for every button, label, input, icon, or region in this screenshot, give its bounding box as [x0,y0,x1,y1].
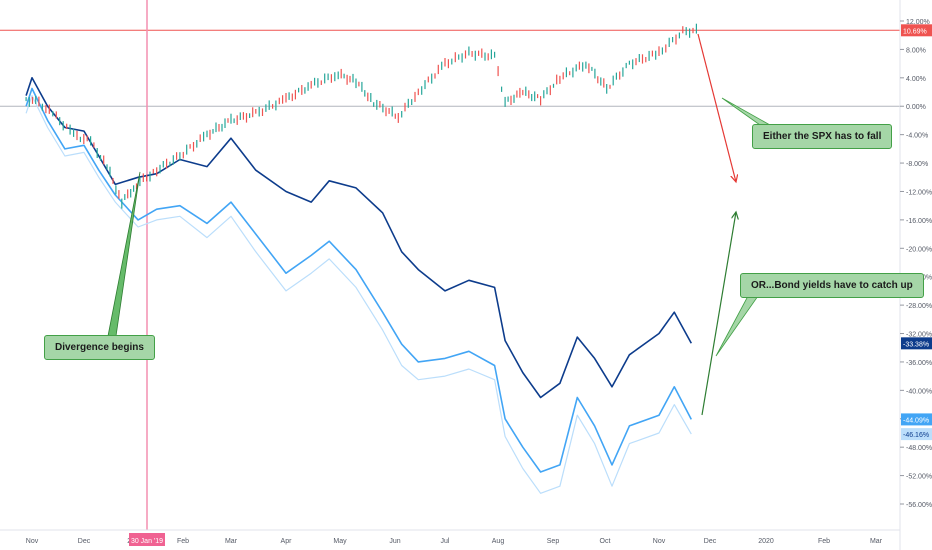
series-group [25,23,698,494]
y-tick-label: -56.00% [906,502,932,509]
x-tick-label: Feb [818,538,830,545]
y-tick-label: 4.00% [906,76,926,83]
y-tick-label: 0.00% [906,104,926,111]
price-label-box [901,428,932,441]
x-tick-label: Dec [78,538,91,545]
x-tick-label: Jul [441,538,450,545]
price-label-box [901,337,932,350]
x-tick-label: May [333,538,347,545]
y-tick-label: -36.00% [906,360,932,367]
price-label: -44.09% [903,417,929,424]
price-label-box [901,24,932,37]
annotation-bond-yields: OR...Bond yields have to catch up [740,273,924,298]
price-label: -46.16% [903,432,929,439]
x-tick-label: Dec [704,538,717,545]
callout-tail-bonds [715,295,759,357]
y-tick-label: -28.00% [906,303,932,310]
last-value-labels: 10.69% -33.38% -44.09% -46.16% [901,24,932,441]
x-axis: NovDec2019FebMarAprMayJunJulAugSepOctNov… [26,533,883,546]
x-tick-label: Oct [600,538,611,545]
crosshair-time-box [129,533,165,546]
x-tick-label: Apr [281,538,293,545]
y-tick-label: -4.00% [906,133,928,140]
y-tick-label: -16.00% [906,218,932,225]
price-label: -33.38% [903,341,929,348]
series-line [25,77,693,399]
y-axis: 12.00% 8.00% 4.00% 0.00% -4.00% -8.00% -12.00%… [900,19,932,509]
crosshair-time-label: 30 Jan '19 [131,538,163,545]
y-tick-label: 8.00% [906,47,926,54]
y-tick-label: -48.00% [906,445,932,452]
callout-tail-divergence [107,171,141,337]
x-tick-label: Jun [389,538,400,545]
y-tick-label: -8.00% [906,161,928,168]
annotation-spx-fall: Either the SPX has to fall [752,124,893,149]
callout-tail-spx [721,97,772,126]
x-tick-label: Nov [26,538,39,545]
x-tick-label: Nov [653,538,666,545]
y-tick-label: 12.00% [906,19,930,26]
down-arrow [697,33,736,182]
series-line [25,87,693,473]
y-tick-label: -32.00% [906,332,932,339]
x-tick-label: 2020 [758,538,774,545]
x-tick-label: Aug [492,538,505,545]
price-label: 10.69% [903,28,927,35]
series-line [25,95,692,494]
y-tick-label: -52.00% [906,474,932,481]
annotation-divergence: Divergence begins [44,335,155,360]
x-tick-label: Mar [225,538,238,545]
x-tick-label: Mar [870,538,883,545]
y-tick-label: -12.00% [906,189,932,196]
y-tick-label: -40.00% [906,388,932,395]
up-arrow [701,212,736,416]
price-label-box [901,413,932,426]
y-tick-label: -20.00% [906,246,932,253]
x-tick-label: Feb [177,538,189,545]
x-tick-label: Sep [547,538,560,545]
arrows [107,33,772,416]
